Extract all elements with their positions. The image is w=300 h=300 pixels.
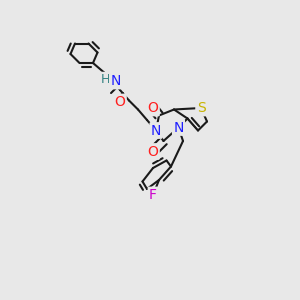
Text: N: N <box>110 74 121 88</box>
Text: O: O <box>115 95 125 109</box>
Text: F: F <box>149 188 157 202</box>
Text: N: N <box>173 121 184 134</box>
Text: O: O <box>148 101 158 115</box>
Text: N: N <box>151 124 161 137</box>
Text: H: H <box>100 73 110 86</box>
Text: S: S <box>196 101 206 115</box>
Text: O: O <box>148 145 158 158</box>
